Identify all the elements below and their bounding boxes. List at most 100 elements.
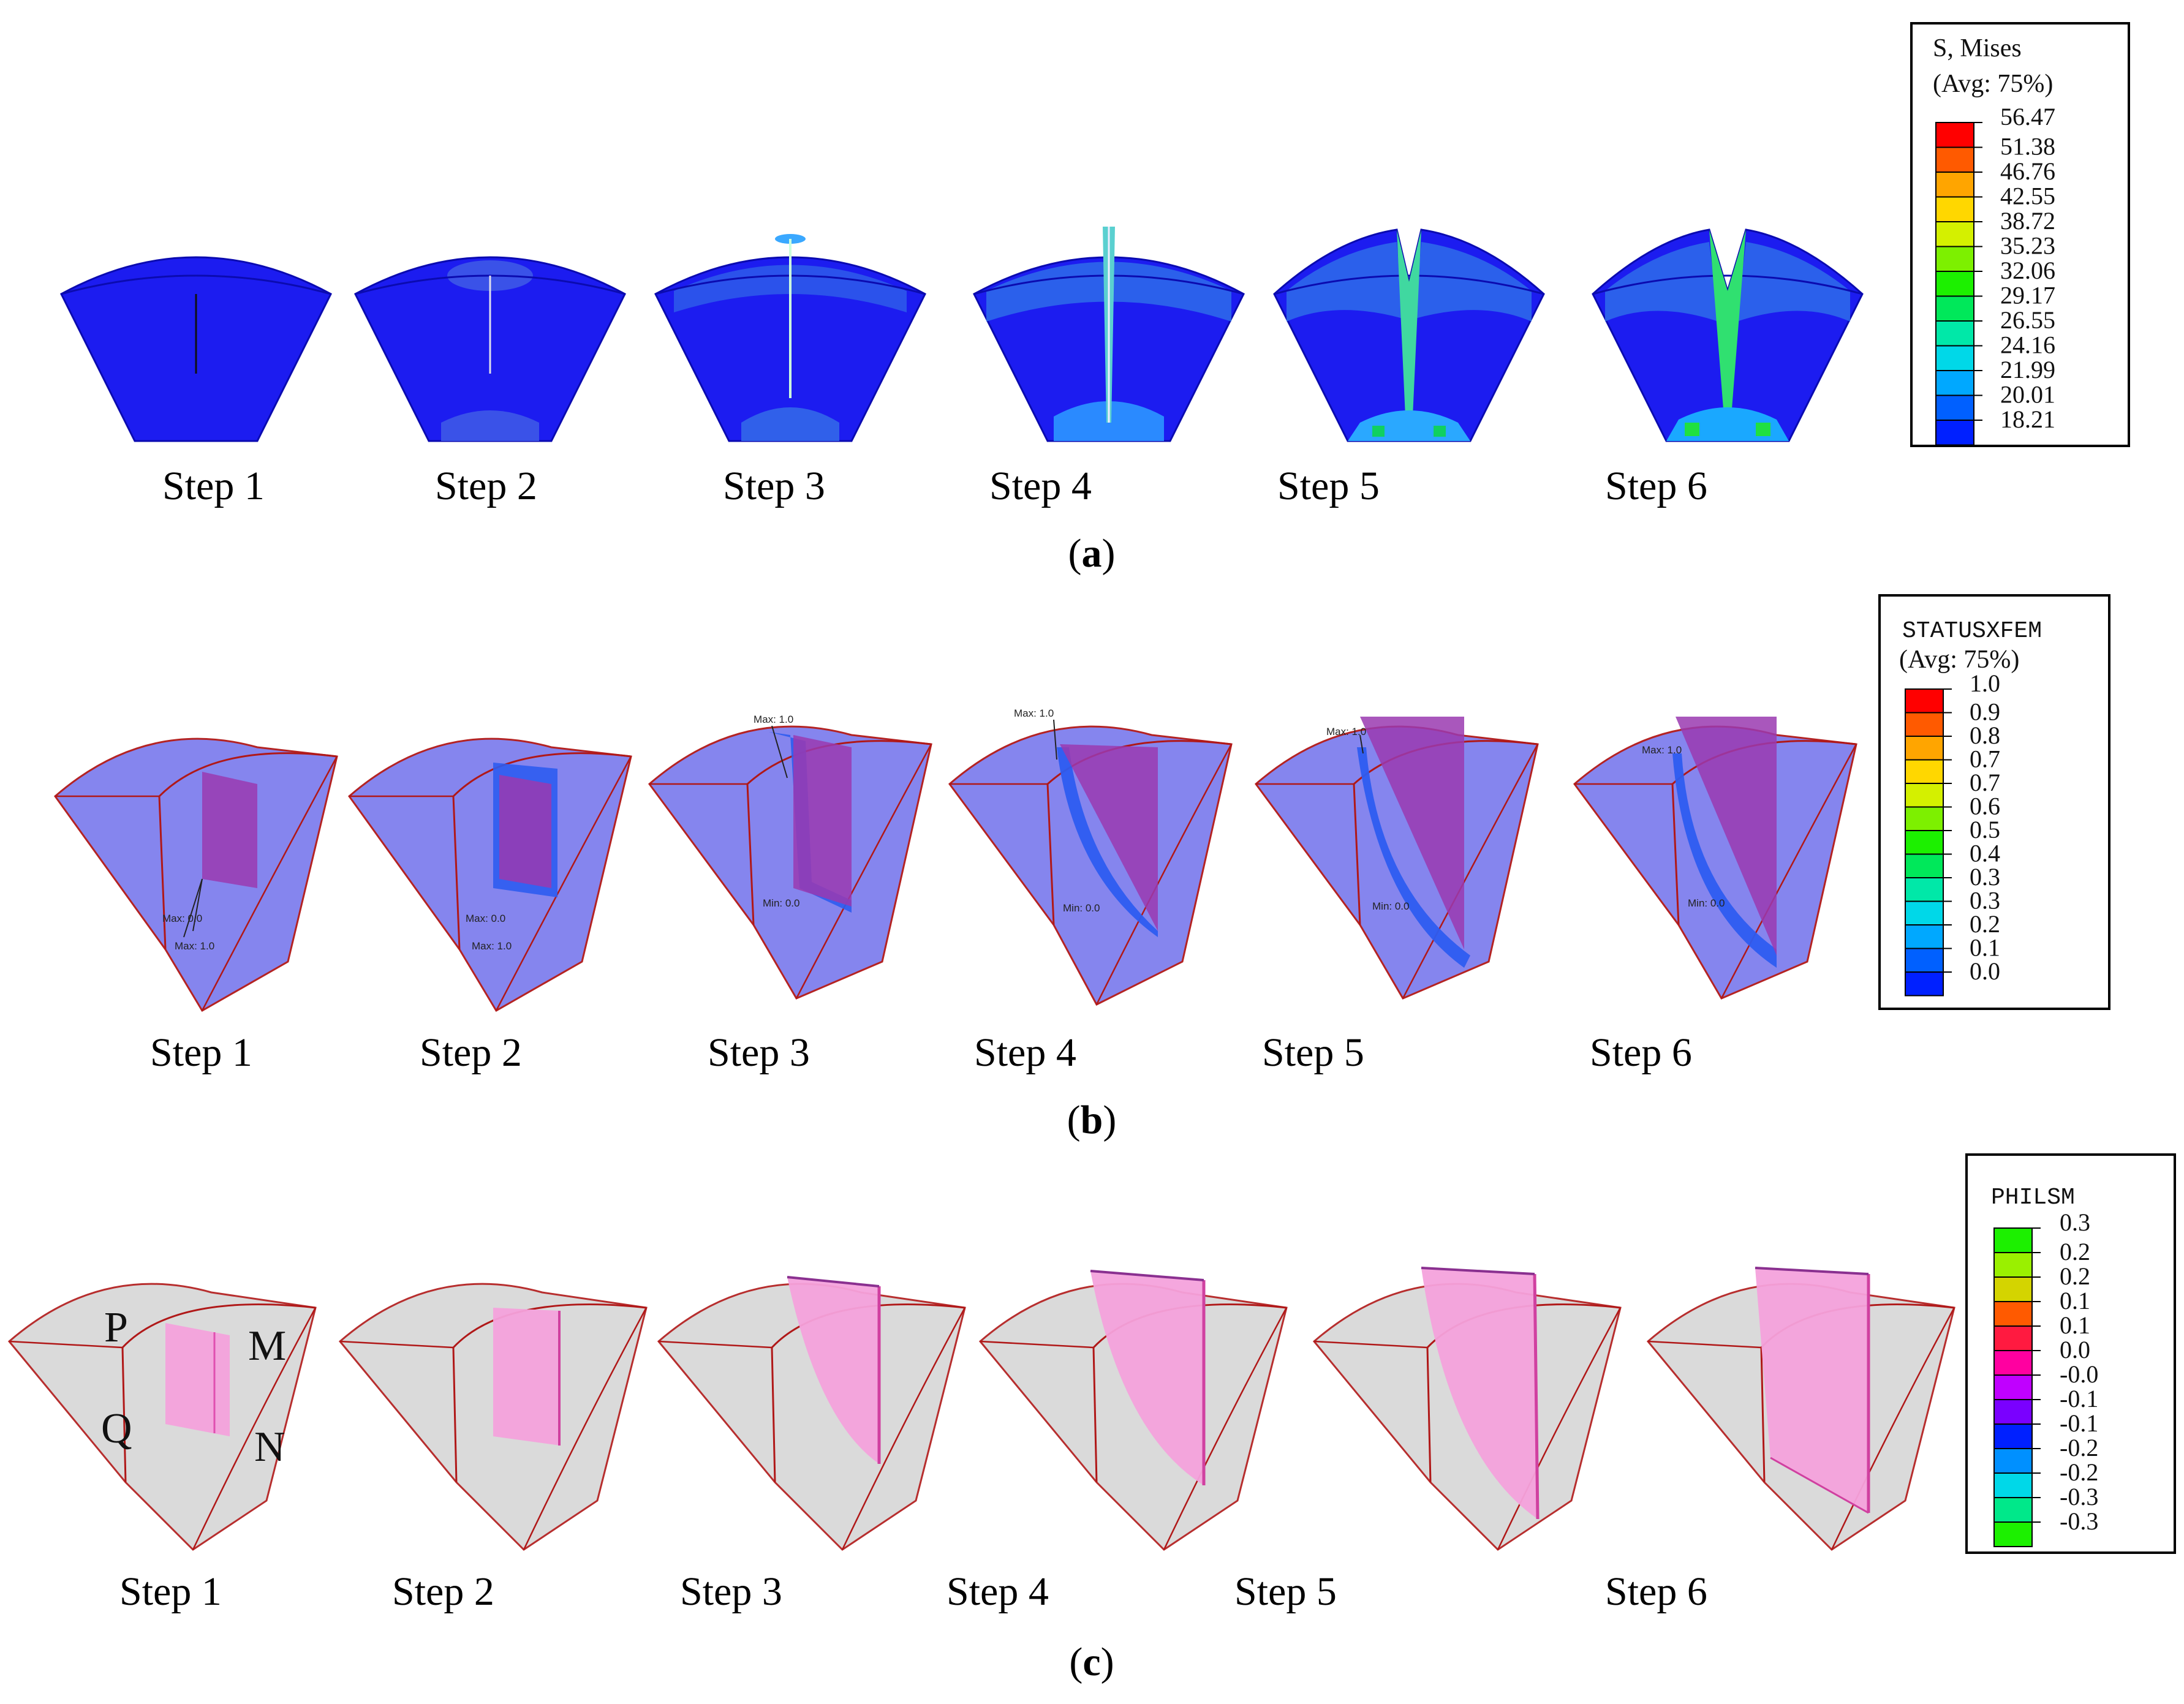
legend-a-subtitle: (Avg: 75%): [1933, 70, 2053, 98]
legend-c-swatch: [1993, 1472, 2033, 1498]
panel-b-step2-annot-1: Max: 0.0: [466, 913, 505, 924]
panel-b-step5-annot-2: Min: 0.0: [1372, 900, 1409, 912]
panel-b-model-step6: Max: 1.0 Min: 0.0: [1573, 717, 1857, 1000]
legend-b-tick-label: 0.5: [1970, 816, 2000, 843]
legend-a-swatch: [1935, 196, 1974, 222]
legend-b-swatch: [1905, 971, 1944, 997]
legend-b-tick-label: 0.8: [1970, 722, 2000, 749]
legend-b-tick-label: 0.2: [1970, 910, 2000, 938]
legend-c-swatch: [1993, 1325, 2033, 1351]
legend-c-swatches: [1993, 1227, 2033, 1547]
legend-b-swatch: [1905, 924, 1944, 949]
legend-c-tick-label: 0.0: [2060, 1336, 2090, 1363]
legend-a-tick-label: 42.55: [2000, 183, 2055, 210]
legend-a-swatch: [1935, 320, 1974, 347]
panel-b-step6-annot-2: Min: 0.0: [1688, 897, 1725, 909]
legend-a-swatch: [1935, 172, 1974, 198]
panel-b-caption-letter: b: [1081, 1098, 1103, 1142]
legend-a-tick-label: 26.55: [2000, 306, 2055, 334]
panel-b-model-step5: Max: 1.0 Min: 0.0: [1254, 717, 1539, 1000]
panel-b-step1-annot-1: Max: 0.0: [162, 913, 202, 924]
panel-c-step6-label: Step 6: [1605, 1569, 1707, 1614]
legend-a-tick-label: 38.72: [2000, 207, 2055, 235]
legend-b-swatch: [1905, 830, 1944, 855]
legend-b-subtitle: (Avg: 75%): [1899, 646, 2019, 674]
panel-a-caption-letter: a: [1082, 531, 1102, 576]
legend-b-tick-label: 0.0: [1970, 957, 2000, 985]
panel-c-step4-label: Step 4: [947, 1569, 1049, 1614]
legend-b-swatch: [1905, 712, 1944, 737]
panel-b-step5-label: Step 5: [1262, 1030, 1364, 1075]
legend-c-swatch: [1993, 1399, 2033, 1425]
legend-a-swatch: [1935, 420, 1974, 446]
panel-a-model-step4: [973, 227, 1245, 442]
legend-b-tick-label: 0.4: [1970, 840, 2000, 867]
panel-b-step1-annot-2: Max: 1.0: [175, 940, 214, 952]
legend-b-swatch: [1905, 806, 1944, 831]
face-label-q: Q: [101, 1405, 132, 1452]
legend-c-swatch: [1993, 1521, 2033, 1547]
legend-b-tick-label: 0.7: [1970, 745, 2000, 773]
face-label-n: N: [254, 1423, 285, 1471]
legend-c-swatch: [1993, 1374, 2033, 1400]
legend-c-swatch: [1993, 1448, 2033, 1474]
panel-b-model-step4: Max: 1.0 Min: 0.0: [948, 707, 1233, 1006]
legend-a-swatches: [1935, 122, 1974, 446]
panel-a-model-step6: [1592, 228, 1864, 442]
panel-c-model-step4: [978, 1270, 1288, 1551]
legend-c-title: PHILSM: [1991, 1185, 2075, 1211]
legend-b-tick-label: 0.9: [1970, 698, 2000, 726]
legend-b-tick-label: 0.7: [1970, 769, 2000, 796]
legend-c-swatch: [1993, 1227, 2033, 1253]
panel-a-model-step5: [1273, 228, 1545, 442]
legend-c-tick-label: -0.3: [2060, 1483, 2098, 1510]
legend-a-swatch: [1935, 146, 1974, 173]
legend-b-swatch: [1905, 688, 1944, 714]
legend-b-swatch: [1905, 759, 1944, 784]
legend-a-tick-label: 32.06: [2000, 257, 2055, 284]
legend-c-swatch: [1993, 1301, 2033, 1327]
legend-a-title: S, Mises: [1933, 34, 2022, 62]
legend-a-swatch: [1935, 271, 1974, 297]
legend-b-swatch: [1905, 783, 1944, 808]
panel-b-caption: (b): [1067, 1098, 1117, 1142]
panel-b-step3-label: Step 3: [708, 1030, 810, 1075]
legend-a-swatch: [1935, 246, 1974, 272]
legend-b-ticks: 1.00.90.80.70.70.60.50.40.30.30.20.10.0: [1943, 669, 2000, 985]
legend-a-swatch: [1935, 122, 1974, 148]
legend-c-tick-label: 0.2: [2060, 1238, 2090, 1265]
panel-a: Step 1 Step 2 Step 3 Step 4 Step 5 Step …: [60, 22, 2130, 576]
legend-c-tick-label: -0.3: [2060, 1507, 2098, 1535]
legend-a-tick-label: 51.38: [2000, 133, 2055, 160]
panel-b-step6-label: Step 6: [1590, 1030, 1692, 1075]
panel-a-step4-label: Step 4: [989, 464, 1092, 508]
panel-b-model-step1: Max: 0.0 Max: 1.0: [53, 737, 338, 1012]
panel-b-step4-label: Step 4: [974, 1030, 1076, 1075]
legend-a-swatch: [1935, 221, 1974, 247]
panel-c-step2-label: Step 2: [392, 1569, 494, 1614]
legend-b-tick-label: 0.3: [1970, 863, 2000, 891]
legend-a-tick-label: 56.47: [2000, 103, 2055, 130]
legend-a: S, Mises (Avg: 75%) 56.47 51.3846.7642.55…: [1910, 22, 2130, 447]
legend-a-tick-label: 46.76: [2000, 157, 2055, 185]
panel-b-model-step2: Max: 0.0 Max: 1.0: [347, 737, 632, 1012]
legend-a-swatch: [1935, 295, 1974, 322]
panel-a-model-step2: [354, 256, 626, 442]
panel-b-step2-label: Step 2: [420, 1030, 522, 1075]
face-label-m: M: [248, 1322, 286, 1370]
panel-b-step1-label: Step 1: [150, 1030, 252, 1075]
legend-a-tick-label: 35.23: [2000, 232, 2055, 260]
legend-b-swatch: [1905, 736, 1944, 761]
legend-c-tick-label: 0.2: [2060, 1262, 2090, 1290]
legend-c-swatch: [1993, 1276, 2033, 1302]
panel-a-model-step3: [654, 234, 926, 442]
legend-a-tick-label: 18.21: [2000, 405, 2055, 433]
panel-c-step5-label: Step 5: [1234, 1569, 1337, 1614]
legend-c-swatch: [1993, 1423, 2033, 1449]
legend-a-tick-label: 29.17: [2000, 282, 2055, 309]
panel-c-step3-label: Step 3: [680, 1569, 782, 1614]
legend-c-tick-label: -0.1: [2060, 1385, 2098, 1412]
legend-a-ticks: 56.47 51.3846.7642.5538.7235.2332.0629.17…: [1974, 103, 2055, 433]
face-label-p: P: [104, 1304, 128, 1351]
